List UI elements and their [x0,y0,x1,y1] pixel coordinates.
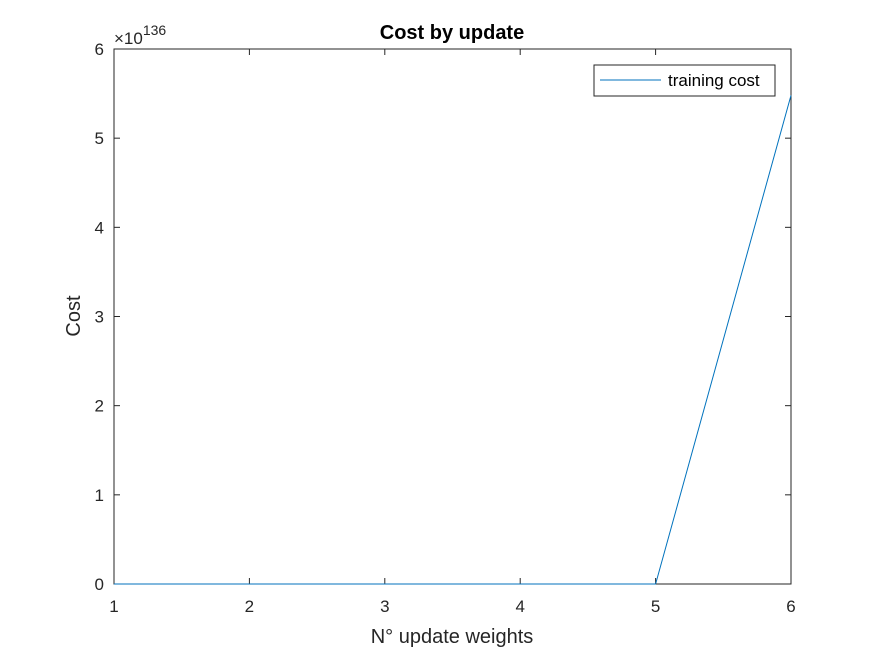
plot-area [113,48,792,585]
chart-title: Cost by update [380,22,524,44]
y-tick-label: 1 [95,486,104,505]
x-tick-label: 2 [245,597,254,616]
y-tick-label: 0 [95,575,104,594]
series-line-training-cost [114,95,792,585]
y-tick-label: 2 [95,397,104,416]
y-tick-label: 3 [95,308,104,327]
y-axis-label: Cost [63,295,85,337]
series-lines [114,95,792,585]
legend: training cost [593,64,776,97]
y-axis-ticks: 0 1 2 3 4 5 6 [95,40,791,594]
x-tick-label: 6 [786,597,795,616]
y-axis-exponent-multiplier: ×10136 [114,22,166,48]
y-tick-label: 5 [95,129,104,148]
x-tick-label: 5 [651,597,660,616]
x-tick-label: 3 [380,597,389,616]
y-axis-exponent-power: 136 [143,22,167,38]
x-axis-label: N° update weights [371,626,534,648]
x-tick-label: 1 [109,597,118,616]
y-tick-label: 4 [95,218,104,237]
y-axis-exponent-base: ×10 [114,29,143,48]
x-tick-label: 4 [515,597,524,616]
legend-label-training-cost: training cost [668,71,760,90]
y-tick-label: 6 [95,40,104,59]
